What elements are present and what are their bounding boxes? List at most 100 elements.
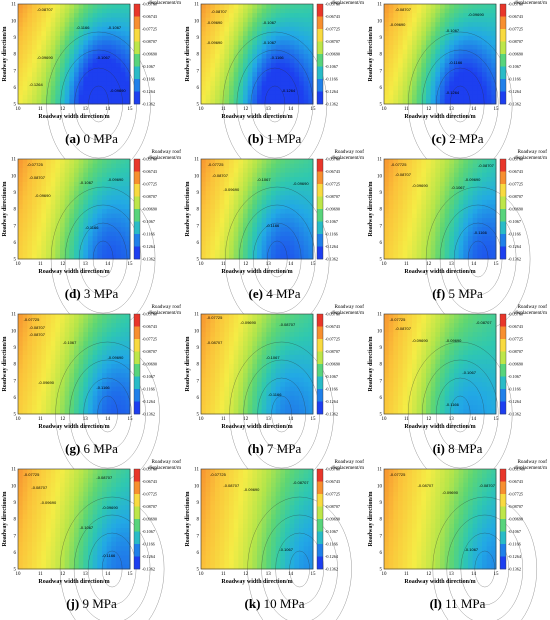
heatmap-cell: [275, 368, 281, 374]
heatmap-cell: [449, 204, 455, 210]
heatmap-cell: [60, 94, 66, 100]
heatmap-cell: [32, 58, 38, 64]
heatmap-cell: [46, 254, 52, 260]
heatmap-cell: [247, 177, 253, 183]
heatmap-cell: [60, 236, 66, 242]
heatmap-cell: [205, 72, 211, 78]
heatmap-cell: [407, 85, 413, 91]
heatmap-cell: [280, 181, 286, 187]
heatmap-cell: [491, 186, 497, 192]
heatmap-cell: [64, 227, 70, 233]
colorbar-tick-label: -0.1264: [142, 399, 156, 404]
heatmap-cell: [435, 44, 441, 50]
heatmap-cell: [27, 186, 33, 192]
heatmap-cell: [407, 245, 413, 251]
heatmap-cell: [280, 400, 286, 406]
heatmap-cell: [449, 249, 455, 255]
heatmap-cell: [407, 373, 413, 379]
heatmap-cell: [120, 368, 126, 374]
x-tick-label: 11: [404, 262, 409, 267]
heatmap-cell: [398, 4, 404, 9]
caption-text-f: 5 MPa: [448, 286, 483, 301]
heatmap-cell: [393, 44, 399, 50]
heatmap-cell: [271, 22, 277, 28]
heatmap-cell: [285, 181, 291, 187]
heatmap-cell: [384, 44, 390, 50]
heatmap-cell: [32, 67, 38, 73]
heatmap-cell: [275, 186, 281, 192]
heatmap-cell: [440, 159, 446, 164]
heatmap-cell: [280, 245, 286, 251]
heatmap-cell: [393, 231, 399, 237]
contour-label: -0.09690: [223, 187, 240, 192]
heatmap-cell: [116, 72, 122, 78]
heatmap-cell: [430, 67, 436, 73]
heatmap-cell: [416, 400, 422, 406]
heatmap-cell: [102, 40, 108, 46]
heatmap-cell: [252, 222, 258, 228]
heatmap-cell: [74, 63, 80, 69]
heatmap-cell: [64, 400, 70, 406]
heatmap-cell: [477, 99, 483, 105]
heatmap-cell: [41, 199, 47, 205]
heatmap-cell: [22, 249, 28, 255]
heatmap-cell: [261, 22, 267, 28]
heatmap-cell: [252, 368, 258, 374]
heatmap-cell: [111, 22, 117, 28]
heatmap-cell: [27, 35, 33, 41]
heatmap-cell: [299, 8, 305, 14]
heatmap-cell: [252, 209, 258, 214]
heatmap-cell: [83, 94, 89, 100]
heatmap-cell: [106, 240, 112, 246]
heatmap-cell: [426, 67, 432, 73]
heatmap-cell: [416, 172, 422, 178]
heatmap-cell: [210, 94, 216, 100]
heatmap-cell: [32, 377, 38, 383]
y-tick-label: 8: [380, 53, 383, 58]
heatmap-cell: [430, 249, 436, 255]
heatmap-cell: [398, 199, 404, 205]
heatmap-cell: [41, 63, 47, 69]
y-axis-label: Roadway direction/m: [2, 26, 8, 81]
heatmap-cell: [32, 44, 38, 50]
heatmap-cell: [449, 35, 455, 41]
heatmap-cell: [116, 209, 122, 214]
heatmap-cell: [440, 327, 446, 333]
heatmap-cell: [384, 213, 390, 219]
heatmap-cell: [201, 22, 207, 28]
heatmap-cell: [120, 222, 126, 228]
heatmap-cell: [69, 172, 75, 178]
heatmap-cell: [440, 218, 446, 224]
heatmap-cell: [421, 227, 427, 233]
heatmap-cell: [102, 227, 108, 233]
heatmap-cell: [444, 350, 450, 356]
colorbar-tick-label: -0.1067: [142, 219, 155, 224]
heatmap-cell: [60, 90, 66, 96]
heatmap-cell: [421, 231, 427, 237]
y-axis-label: Roadway direction/m: [185, 26, 191, 81]
heatmap-cell: [36, 44, 42, 50]
heatmap-cell: [205, 354, 211, 360]
heatmap-cell: [416, 409, 422, 415]
heatmap-cell: [430, 240, 436, 246]
heatmap-cell: [444, 90, 450, 96]
heatmap-cell: [426, 99, 432, 105]
colorbar-segment: [134, 54, 140, 67]
heatmap-cell: [454, 318, 460, 324]
heatmap-cell: [201, 186, 207, 192]
heatmap-cell: [46, 249, 52, 255]
heatmap-cell: [454, 209, 460, 214]
heatmap-cell: [275, 222, 281, 228]
heatmap-cell: [83, 58, 89, 64]
heatmap-cell: [454, 13, 460, 19]
heatmap-cell: [261, 63, 267, 69]
heatmap-cell: [398, 318, 404, 324]
heatmap-cell: [257, 240, 263, 246]
heatmap-cell: [384, 35, 390, 41]
heatmap-cell: [468, 177, 474, 183]
heatmap-cell: [435, 373, 441, 379]
heatmap-cell: [271, 177, 277, 183]
heatmap-cell: [430, 222, 436, 228]
heatmap-cell: [266, 354, 272, 360]
heatmap-cell: [238, 58, 244, 64]
